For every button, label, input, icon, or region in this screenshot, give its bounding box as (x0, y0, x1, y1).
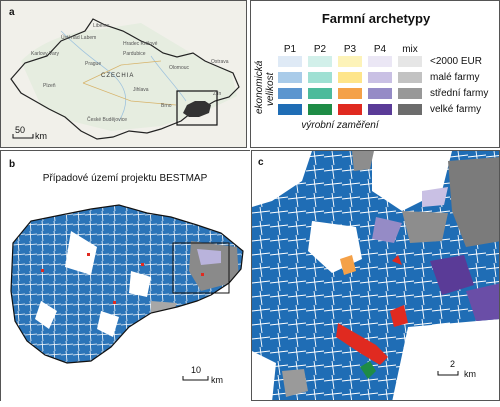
legend-y-axis-label-line1: ekonomická (254, 60, 265, 114)
town-label: Ostrava (211, 59, 229, 65)
legend-row-label: velké farmy (430, 104, 482, 115)
legend-swatch (338, 88, 362, 99)
detail-map-panel: c 2 km (251, 150, 500, 401)
legend-swatch (338, 104, 362, 115)
scale-bar-unit: km (211, 375, 223, 385)
country-label: CZECHIA (101, 73, 135, 79)
scale-bar-value: 2 (450, 359, 456, 369)
town-label: Prague (85, 61, 102, 67)
legend-column-header: P4 (373, 44, 387, 55)
town-label: Ústí nad Labem (61, 35, 97, 41)
legend-swatch (398, 88, 422, 99)
scale-bar-unit: km (35, 131, 47, 141)
legend-column-header: mix (402, 44, 418, 55)
legend-swatch (368, 56, 392, 67)
town-label: Zlín (213, 91, 222, 97)
town-label: Plzeň (43, 83, 56, 89)
town-label: Hradec Králové (123, 41, 158, 47)
legend-swatch (308, 104, 332, 115)
legend-swatch (278, 88, 302, 99)
legend-swatch (368, 104, 392, 115)
town-label: Olomouc (169, 65, 190, 71)
town-label: Brno (161, 103, 172, 109)
study-area-map (1, 151, 251, 402)
legend-swatch (278, 56, 302, 67)
legend-column-header: P3 (343, 44, 357, 55)
legend-column-header: P1 (283, 44, 297, 55)
study-area-title: Případové území projektu BESTMAP (42, 173, 208, 184)
town-label: Pardubice (123, 51, 146, 57)
town-label: Jihlava (133, 87, 149, 93)
legend-row-label: malé farmy (430, 72, 480, 83)
town-label: České Budějovice (87, 117, 128, 123)
legend-swatch (368, 72, 392, 83)
legend-swatch (368, 88, 392, 99)
legend-swatch (338, 56, 362, 67)
study-area-panel: b 10 km (0, 150, 251, 402)
legend-title: Farmní archetypy (321, 11, 431, 26)
legend-y-axis-label-line2: velikost (265, 72, 276, 106)
overview-map-panel: a CZECHIA Liberec Ústí nad Labem Hradec … (0, 0, 247, 148)
legend-swatch (308, 88, 332, 99)
legend-row-label: střední farmy (430, 88, 489, 99)
overview-map (1, 1, 246, 147)
panel-b-label: b (9, 159, 16, 170)
legend-swatch (338, 72, 362, 83)
town-label: Karlovy Vary (31, 51, 59, 57)
scale-bar-value: 10 (191, 365, 202, 375)
detail-map (252, 151, 499, 400)
legend-row-label: <2000 EUR (430, 56, 482, 67)
legend-swatch (308, 72, 332, 83)
legend-x-axis-label: výrobní zaměření (301, 120, 379, 131)
panel-a-label: a (9, 7, 15, 18)
scale-bar-value: 50 (15, 125, 26, 135)
legend-swatch (308, 56, 332, 67)
town-label: Liberec (93, 23, 110, 29)
panel-c-label: c (258, 157, 264, 168)
scale-bar-unit: km (464, 369, 476, 379)
legend-swatch (398, 56, 422, 67)
legend-swatch (278, 72, 302, 83)
legend-swatch (398, 104, 422, 115)
legend-swatch (398, 72, 422, 83)
legend-swatch (278, 104, 302, 115)
legend-column-header: P2 (313, 44, 327, 55)
